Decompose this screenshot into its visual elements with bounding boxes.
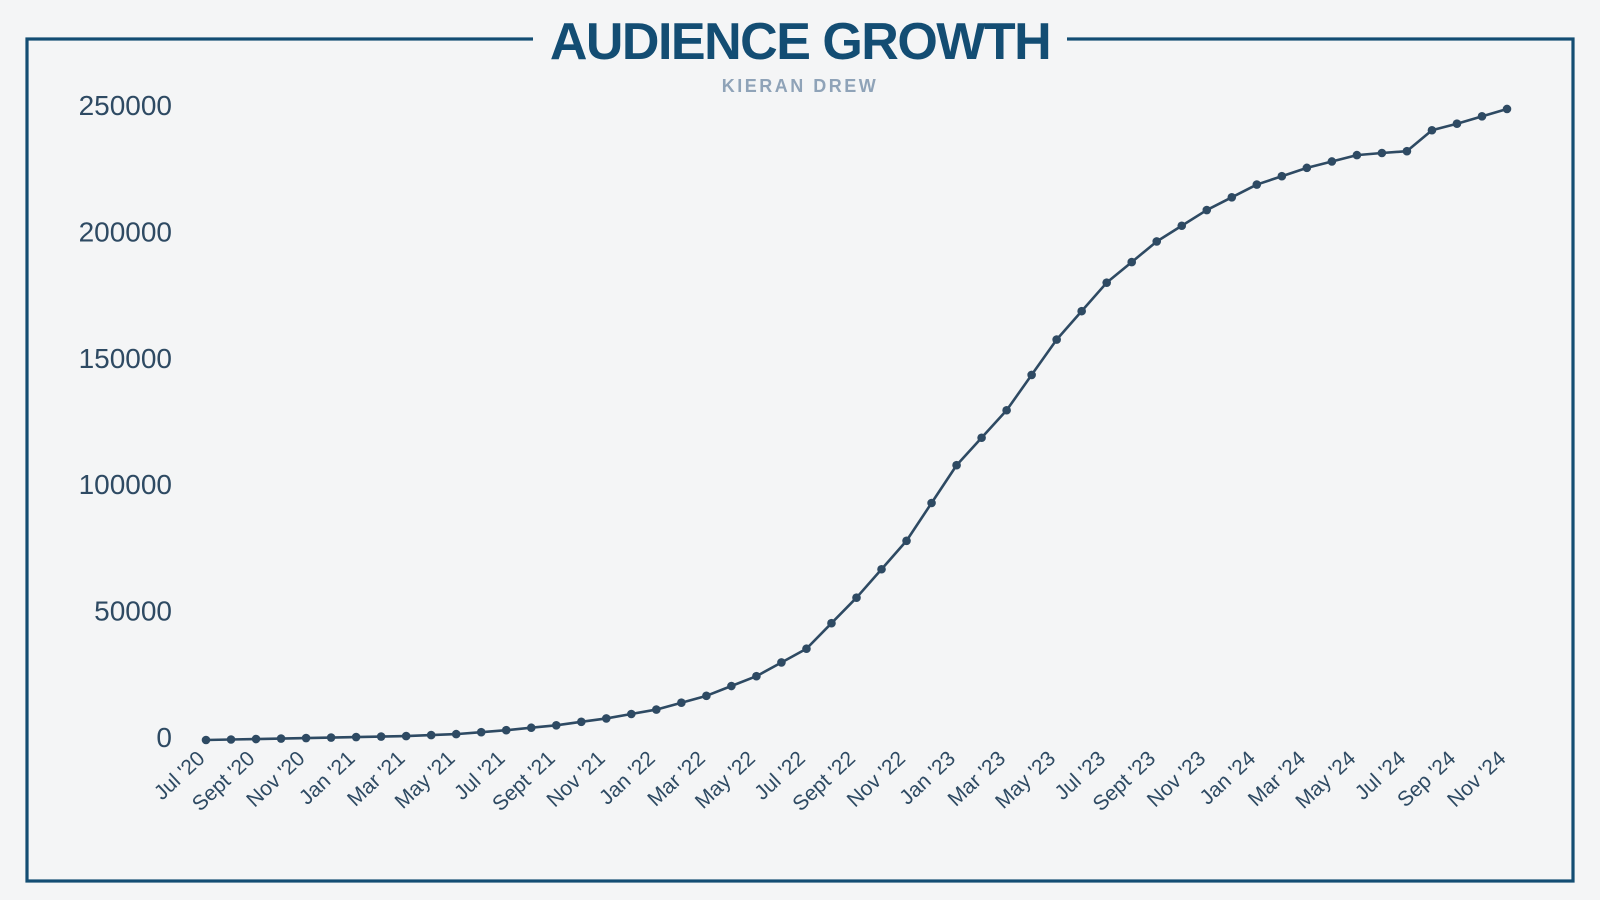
svg-text:50000: 50000 — [94, 596, 172, 627]
svg-text:100000: 100000 — [79, 469, 172, 500]
svg-text:200000: 200000 — [79, 216, 172, 247]
svg-text:0: 0 — [156, 722, 172, 753]
svg-text:150000: 150000 — [79, 343, 172, 374]
